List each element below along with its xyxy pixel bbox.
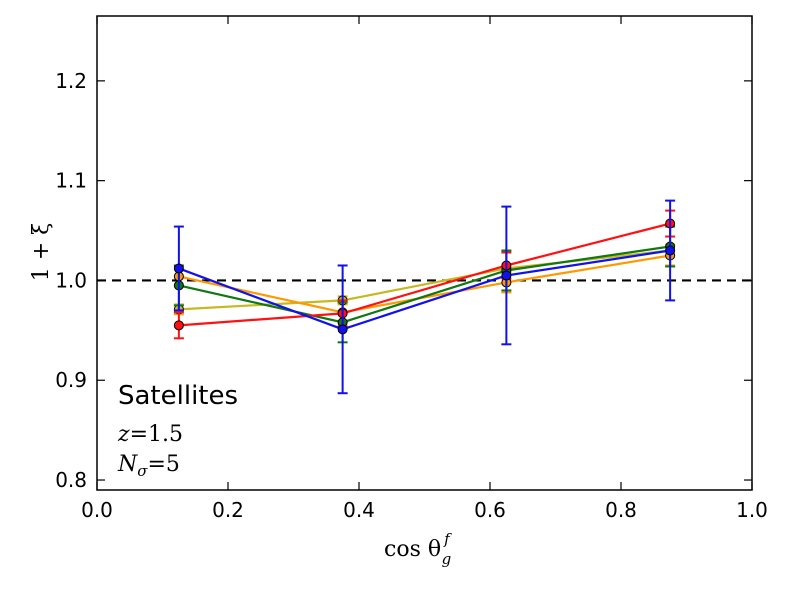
series-line — [178, 249, 671, 331]
x-axis-label-sub: g — [442, 550, 452, 568]
data-point — [173, 320, 184, 331]
x-tick-label: 1.0 — [736, 498, 768, 522]
series-blue — [173, 199, 676, 395]
y-axis-label: 1 + ξ — [29, 223, 54, 282]
y-tick-label: 1.0 — [55, 268, 87, 292]
annotation-nsigma: Nσ=5 — [117, 452, 180, 480]
series-red — [173, 209, 676, 340]
y-tick-label: 0.9 — [55, 368, 87, 392]
series-layer — [173, 199, 676, 395]
series-line — [178, 222, 671, 327]
y-tick-label: 0.8 — [55, 468, 87, 492]
series-line — [178, 245, 671, 324]
plot-frame — [96, 15, 753, 491]
annotation-redshift: z=1.5 — [117, 422, 183, 447]
annotation-title: Satellites — [118, 381, 238, 411]
y-tick-label: 1.1 — [55, 169, 87, 193]
data-point — [337, 324, 348, 335]
data-point — [665, 245, 676, 256]
tick-label-layer: 0.0 0.2 0.4 0.6 0.8 1.0 0.8 0.9 1.0 1.1 1.2 — [55, 69, 768, 522]
x-tick-label: 0.6 — [474, 498, 506, 522]
x-tick-label: 0.8 — [605, 498, 637, 522]
x-tick-label: 0.4 — [343, 498, 375, 522]
data-point — [173, 263, 184, 274]
x-tick-label: 0.0 — [81, 498, 113, 522]
data-point — [501, 270, 512, 281]
y-tick-label: 1.2 — [55, 69, 87, 93]
x-tick-label: 0.2 — [212, 498, 244, 522]
x-axis-label-sup: f — [443, 530, 452, 548]
